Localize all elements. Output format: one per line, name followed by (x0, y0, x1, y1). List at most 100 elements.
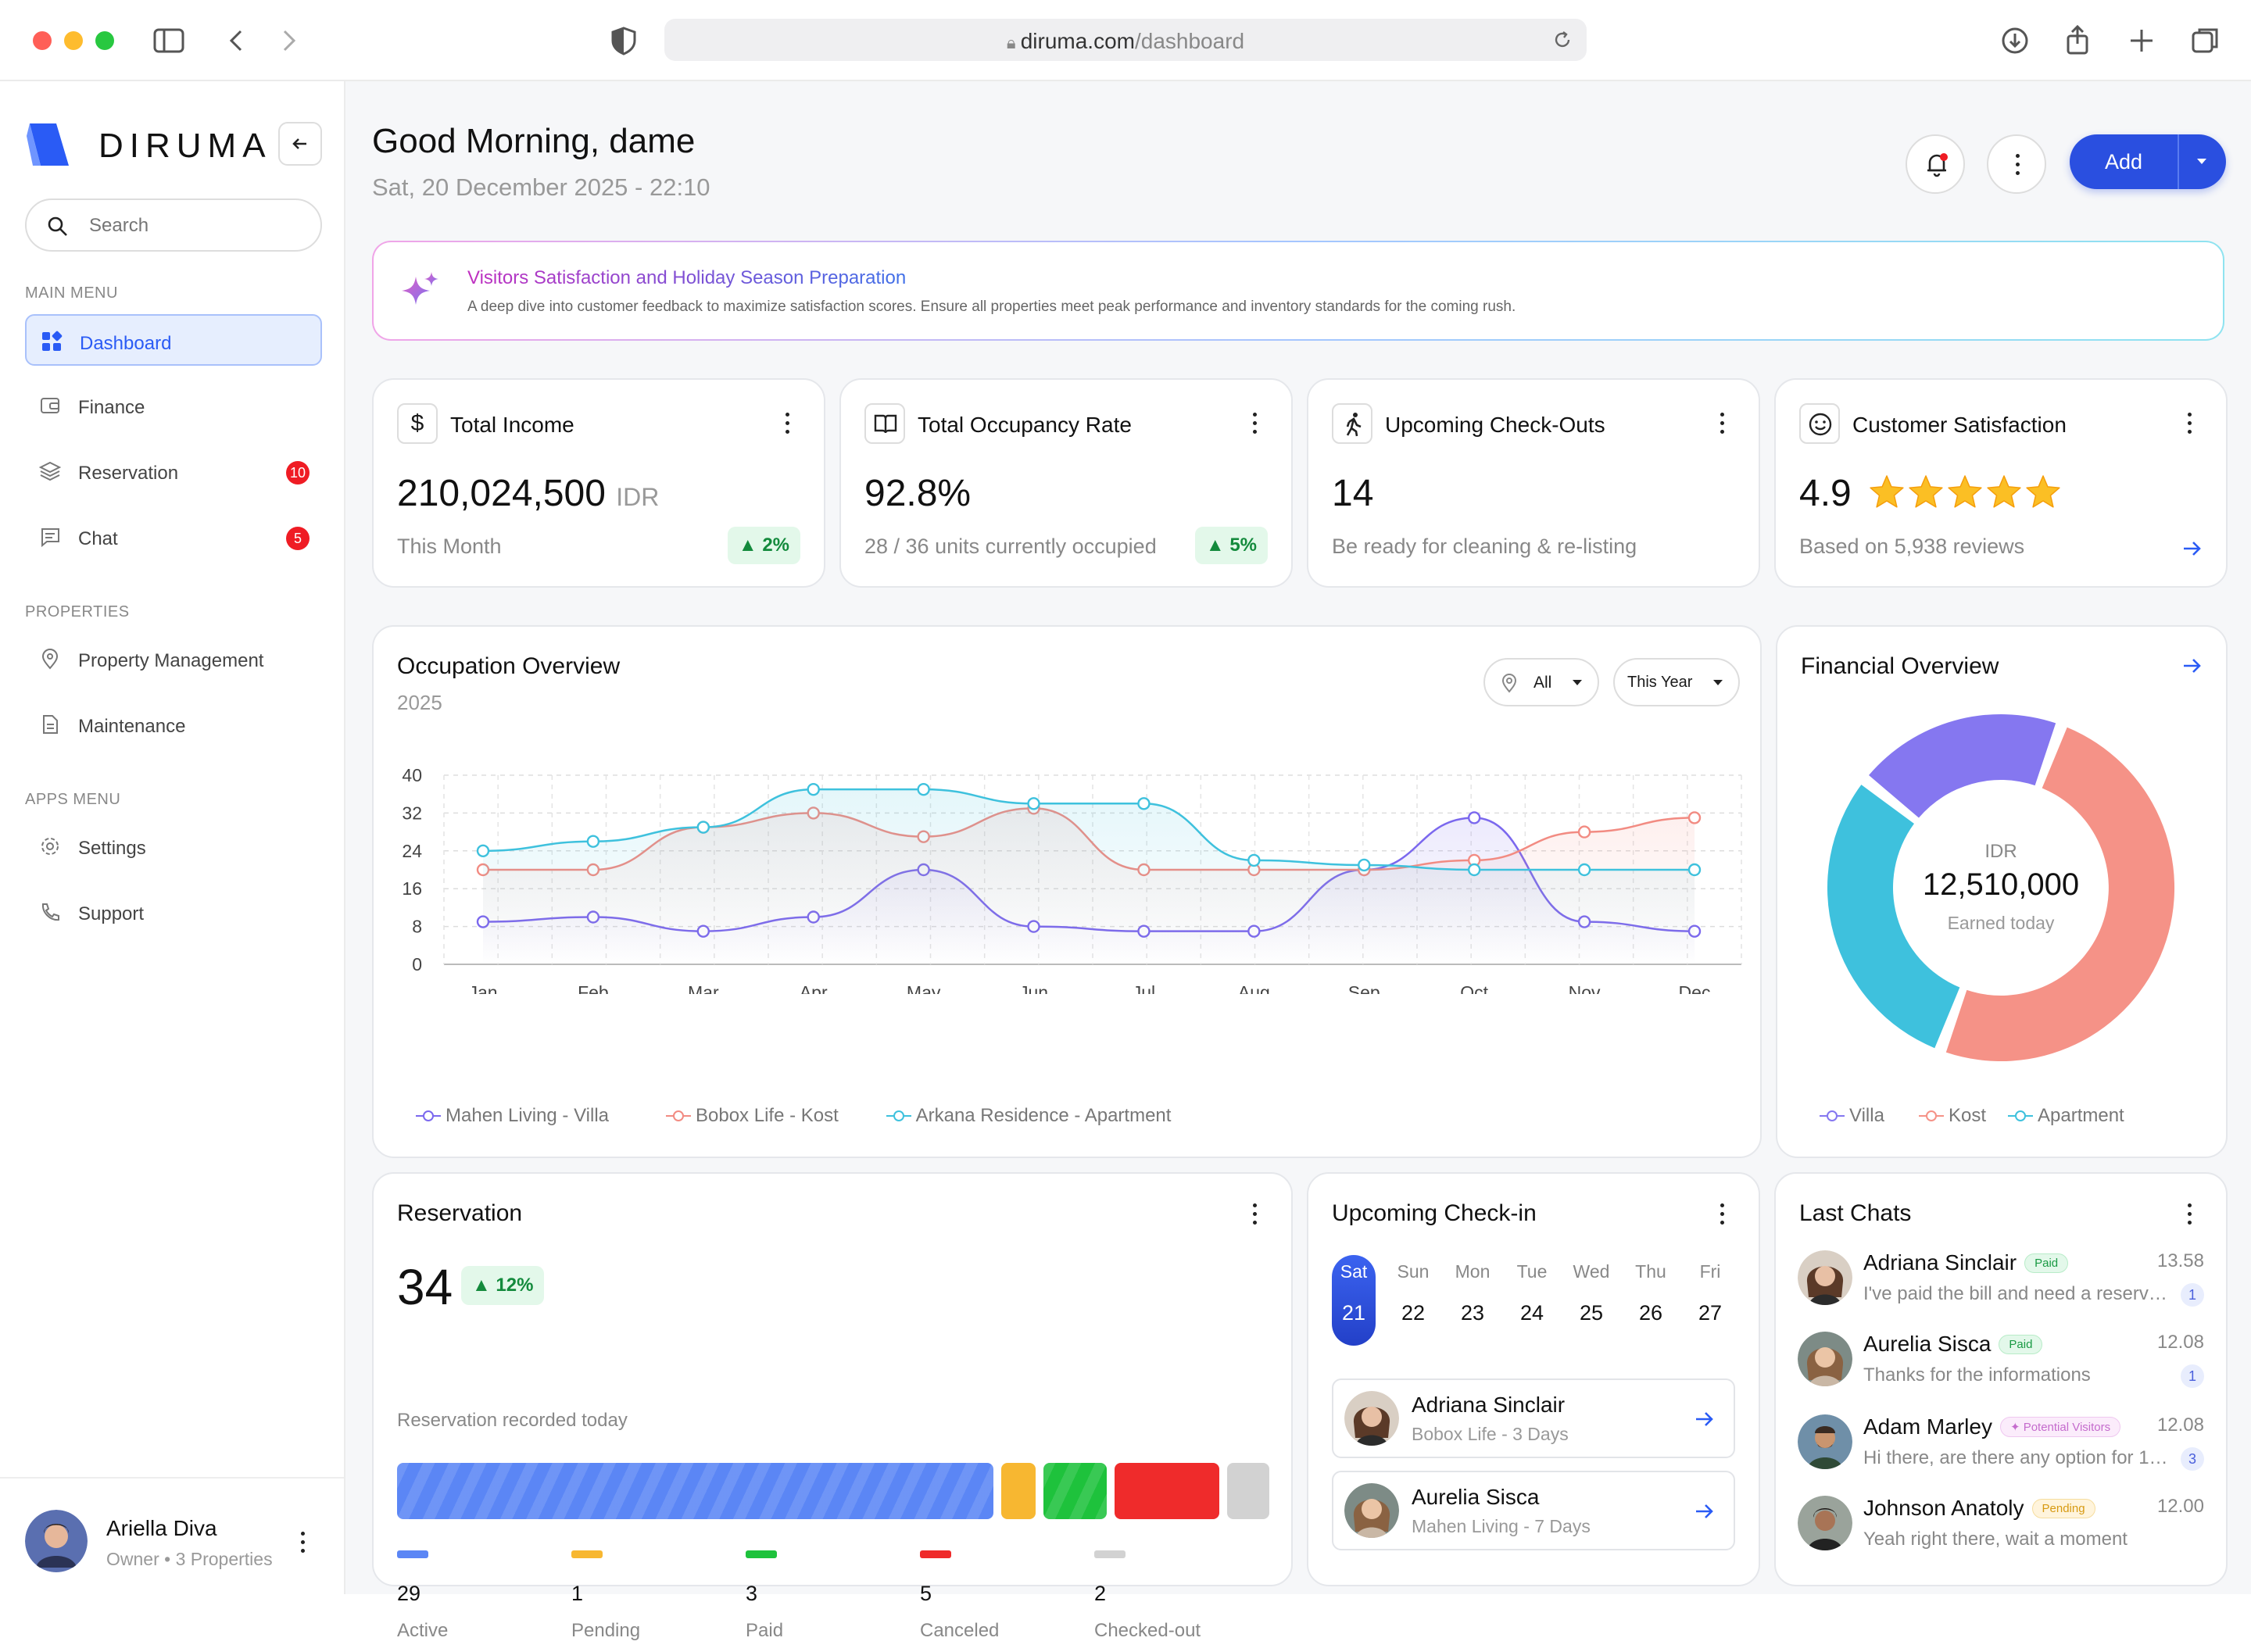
legend-item[interactable]: Mahen Living - Villa (416, 1105, 609, 1127)
donut-slice-apartment[interactable] (1827, 785, 1960, 1049)
kpi-menu-button[interactable] (1252, 413, 1258, 436)
sidebar-item-reservation[interactable]: Reservation 10 (25, 445, 322, 497)
chat-item[interactable]: Johnson Anatoly Pending Yeah right there,… (1798, 1496, 2204, 1563)
chat-item[interactable]: Aurelia Sisca Paid Thanks for the informa… (1798, 1332, 2204, 1399)
notification-button[interactable] (1906, 134, 1965, 194)
data-point[interactable] (807, 782, 820, 796)
add-button[interactable]: Add (2104, 150, 2143, 173)
status-bar-canceled[interactable] (1114, 1463, 1220, 1519)
status-bar-checked-out[interactable] (1227, 1463, 1269, 1519)
chat-message: I've paid the bill and need a reservatio… (1863, 1283, 2168, 1304)
delta-value: 12% (496, 1275, 534, 1296)
kpi-menu-button[interactable] (1720, 413, 1726, 436)
day-thu[interactable]: Thu 26 (1629, 1261, 1673, 1325)
day-tue[interactable]: Tue 24 (1510, 1261, 1554, 1325)
kpi-menu-button[interactable] (2187, 413, 2193, 436)
reload-icon[interactable] (1552, 30, 1573, 50)
chat-item[interactable]: Adriana Sinclair Paid I've paid the bill … (1798, 1250, 2204, 1318)
data-point[interactable] (586, 835, 600, 848)
data-point[interactable] (1577, 825, 1591, 839)
status-bar-active[interactable] (397, 1463, 993, 1519)
sidebar-item-finance[interactable]: Finance (25, 380, 322, 431)
chat-item[interactable]: Adam Marley ✦ Potential Visitors Hi there… (1798, 1414, 2204, 1482)
data-point[interactable] (1467, 863, 1481, 877)
data-point[interactable] (1577, 863, 1591, 877)
new-tab-icon[interactable] (2124, 23, 2159, 58)
data-point[interactable] (1247, 853, 1261, 867)
legend-item[interactable]: Bobox Life - Kost (666, 1105, 839, 1127)
back-icon[interactable] (220, 23, 255, 58)
data-point[interactable] (1027, 797, 1040, 810)
address-bar[interactable]: 🔒︎ diruma.com/dashboard (664, 19, 1587, 61)
donut-slice-villa[interactable] (1869, 713, 2056, 818)
legend-marker-icon (2008, 1110, 2033, 1121)
legend-item[interactable]: Kost (1919, 1105, 1986, 1127)
status-bar-paid[interactable] (1043, 1463, 1107, 1519)
legend-label: Mahen Living - Villa (446, 1105, 610, 1126)
location-filter-select[interactable]: All (1483, 658, 1599, 706)
day-wed[interactable]: Wed 25 (1569, 1261, 1613, 1325)
status-bar-pending[interactable] (1001, 1463, 1036, 1519)
y-tick-label: 32 (402, 803, 422, 823)
legend-item[interactable]: Apartment (2008, 1105, 2124, 1127)
day-sun[interactable]: Sun 22 (1391, 1261, 1435, 1325)
checkin-guest-row[interactable]: Aurelia Sisca Mahen Living - 7 Days (1332, 1471, 1735, 1550)
collapse-sidebar-button[interactable] (278, 122, 322, 166)
insight-banner[interactable]: Visitors Satisfaction and Holiday Season… (372, 241, 2224, 341)
reservation-menu-button[interactable] (1252, 1203, 1258, 1227)
donut-slice-kost[interactable] (1945, 727, 2175, 1062)
day-fri[interactable]: Fri 27 (1688, 1261, 1732, 1325)
day-sat[interactable]: Sat 21 (1332, 1255, 1376, 1346)
data-point[interactable] (917, 782, 930, 796)
data-point[interactable] (1358, 858, 1371, 872)
data-point[interactable] (1687, 863, 1702, 877)
data-point[interactable] (476, 844, 490, 858)
kpi-customer-satisfaction[interactable]: Customer Satisfaction 4.9 Based on 5,938… (1774, 378, 2228, 588)
user-name: Ariella Diva (106, 1516, 217, 1540)
kpi-upcoming-checkouts[interactable]: Upcoming Check-Outs 14 Be ready for clea… (1307, 378, 1760, 588)
minimize-window-button[interactable] (64, 31, 83, 50)
more-options-button[interactable] (1987, 134, 2046, 194)
shield-icon[interactable] (607, 23, 641, 58)
day-mon[interactable]: Mon 23 (1451, 1261, 1494, 1325)
tabs-overview-icon[interactable] (2188, 23, 2223, 58)
status-legend-item: 1 Pending (571, 1550, 640, 1642)
chats-menu-button[interactable] (2187, 1203, 2193, 1227)
sidebar-item-property-management[interactable]: Property Management (25, 633, 322, 685)
zoom-window-button[interactable] (95, 31, 114, 50)
star-icon (1948, 475, 1982, 508)
data-point[interactable] (696, 821, 710, 834)
arrow-right-icon[interactable] (2181, 655, 2203, 677)
download-icon[interactable] (1998, 23, 2032, 58)
legend-item[interactable]: Arkana Residence - Apartment (886, 1105, 1171, 1127)
checkin-guest-row[interactable]: Adriana Sinclair Bobox Life - 3 Days (1332, 1378, 1735, 1458)
forward-icon[interactable] (270, 23, 305, 58)
user-profile[interactable]: Ariella Diva Owner • 3 Properties (0, 1477, 344, 1594)
sidebar-item-maintenance[interactable]: Maintenance (25, 699, 322, 750)
search-input[interactable] (89, 213, 308, 239)
data-point[interactable] (1687, 811, 1702, 824)
data-point[interactable] (1467, 811, 1481, 824)
checkin-menu-button[interactable] (1720, 1203, 1726, 1227)
data-point[interactable] (1137, 797, 1151, 810)
close-window-button[interactable] (33, 31, 52, 50)
sidebar-item-settings[interactable]: Settings (25, 821, 322, 872)
legend-item[interactable]: Villa (1820, 1105, 1884, 1127)
day-name: Sun (1397, 1261, 1430, 1282)
kpi-total-income[interactable]: $ Total Income 210,024,500 IDR This Mont… (372, 378, 825, 588)
arrow-right-icon[interactable] (2181, 538, 2203, 560)
sidebar-toggle-icon[interactable] (152, 23, 186, 58)
chat-time: 12.08 (2156, 1332, 2204, 1353)
sparkle-icon: ✦ (2009, 1421, 2024, 1434)
period-filter-select[interactable]: This Year (1613, 658, 1740, 706)
kpi-occupancy-rate[interactable]: Total Occupancy Rate 92.8% 28 / 36 units… (839, 378, 1293, 588)
add-button-group: Add (2070, 134, 2226, 189)
search-box[interactable] (25, 198, 322, 252)
sidebar-item-support[interactable]: Support (25, 886, 322, 938)
add-dropdown-button[interactable] (2178, 134, 2226, 189)
user-menu-button[interactable] (300, 1532, 306, 1555)
share-icon[interactable] (2060, 23, 2095, 58)
sidebar-item-dashboard[interactable]: Dashboard (25, 314, 322, 366)
kpi-menu-button[interactable] (785, 413, 791, 436)
sidebar-item-chat[interactable]: Chat 5 (25, 511, 322, 563)
